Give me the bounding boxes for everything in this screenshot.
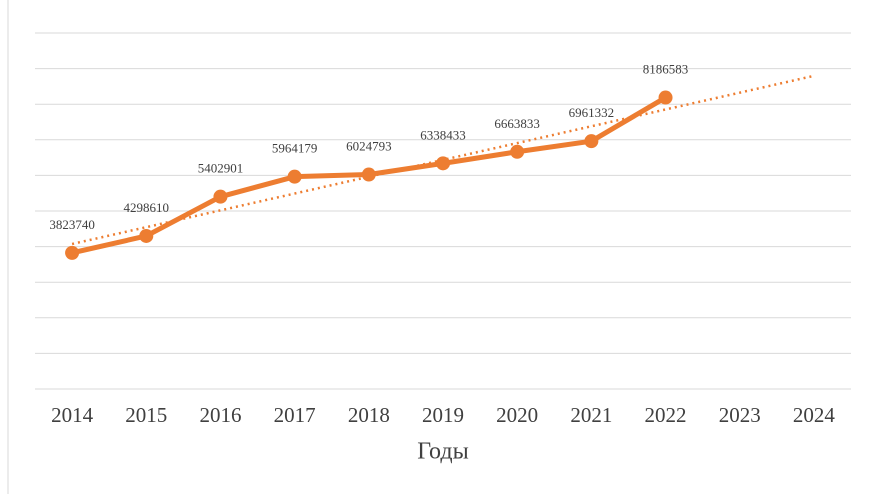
- x-tick-label: 2016: [199, 403, 241, 427]
- x-tick-label: 2021: [570, 403, 612, 427]
- x-tick-label: 2018: [348, 403, 390, 427]
- data-label: 5964179: [272, 141, 318, 156]
- x-tick-label: 2019: [422, 403, 464, 427]
- data-label: 8186583: [643, 62, 689, 77]
- data-point: [213, 189, 228, 204]
- data-label: 6024793: [346, 139, 392, 154]
- x-tick-label: 2023: [719, 403, 761, 427]
- data-label: 5402901: [198, 161, 244, 176]
- data-label: 6961332: [569, 105, 615, 120]
- data-point: [65, 245, 80, 260]
- trendline: [71, 74, 815, 246]
- data-point: [510, 144, 525, 159]
- x-tick-label: 2022: [645, 403, 687, 427]
- data-label: 4298610: [124, 200, 170, 215]
- x-tick-label: 2015: [125, 403, 167, 427]
- data-point: [139, 228, 154, 243]
- x-tick-label: 2024: [793, 403, 836, 427]
- data-label: 6338433: [420, 127, 466, 142]
- data-point: [361, 167, 376, 182]
- data-point: [658, 90, 673, 105]
- data-label: 6663833: [494, 116, 540, 131]
- x-tick-label: 2020: [496, 403, 538, 427]
- data-point: [436, 156, 450, 171]
- data-point: [287, 169, 302, 184]
- data-point: [584, 134, 599, 149]
- data-label: 3823740: [49, 217, 95, 232]
- x-axis-title: Годы: [417, 439, 468, 465]
- x-tick-label: 2014: [51, 403, 94, 427]
- x-tick-label: 2017: [274, 403, 316, 427]
